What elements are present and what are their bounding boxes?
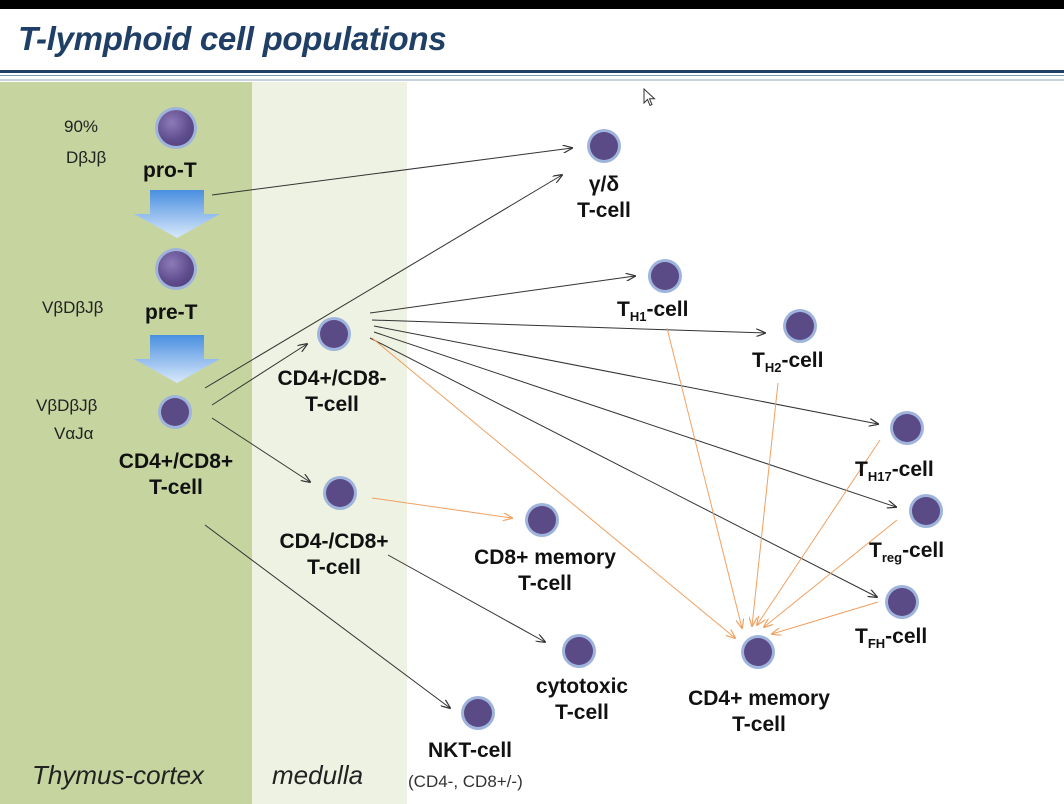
arrow-th17-to-cd4mem: [757, 439, 881, 625]
arrow-treg-to-cd4mem: [764, 519, 898, 627]
arrow-th2-to-cd4mem: [752, 382, 779, 626]
th17-label: TH17-cell: [855, 458, 934, 485]
th2-cell-icon: [786, 312, 814, 340]
cd8-memory-label: CD8+ memory T-cell: [474, 546, 616, 596]
cytotoxic-cell-icon: [565, 637, 593, 665]
arrow-cd8-to-cyto: [387, 554, 545, 642]
th17-cell-icon: [893, 414, 921, 442]
arrow-cd8-to-cd8mem: [371, 497, 512, 518]
arrow-cd4-to-treg: [373, 331, 896, 507]
arrow-th1-to-cd4mem: [666, 327, 742, 628]
arrow-cd4-to-th2: [371, 319, 765, 333]
slide-title: T-lymphoid cell populations: [18, 20, 447, 57]
treg-label: Treg-cell: [869, 539, 945, 566]
pro-t-label: pro-T: [143, 159, 197, 182]
cd8-cell-label: CD4-/CD8+ T-cell: [279, 530, 389, 580]
gamma-delta-cell-icon: [590, 132, 618, 160]
note-vdj-genes: VβDβJβ: [42, 298, 104, 317]
th1-label: TH1-cell: [617, 298, 689, 325]
medulla-label: medulla: [272, 760, 364, 790]
cd4-cell-label: CD4+/CD8- T-cell: [277, 367, 387, 417]
arrow-cd4-to-th17: [373, 325, 878, 424]
pre-t-cell-icon: [158, 251, 194, 287]
gamma-delta-label: γ/δ T-cell: [577, 173, 631, 223]
note-vj-alpha-genes: VαJα: [54, 424, 94, 443]
note-vdj-genes-dp: VβDβJβ: [36, 396, 98, 415]
note-90pct: 90%: [64, 117, 99, 136]
thymus-cortex-label: Thymus-cortex: [32, 760, 204, 790]
arrow-dp-to-gd: [204, 175, 562, 389]
cd4-memory-cell-icon: [744, 638, 772, 666]
cytotoxic-label: cytotoxic T-cell: [535, 675, 629, 725]
title-rule-thin: [0, 75, 1064, 76]
pre-t-label: pre-T: [145, 301, 198, 324]
title-rule: [0, 70, 1064, 73]
th2-label: TH2-cell: [752, 349, 824, 376]
tfh-label: TFH-cell: [855, 625, 928, 652]
progress-block-arrow-1: [134, 190, 220, 238]
thymus-cortex-zone: [0, 82, 252, 804]
mouse-cursor-icon: [643, 88, 656, 107]
arrow-tfh-to-cd4mem: [772, 601, 879, 634]
dp-cell-label: CD4+/CD8+ T-cell: [118, 450, 234, 500]
dp-cell-icon: [161, 398, 189, 426]
th1-cell-icon: [651, 262, 679, 290]
arrow-cd4-to-tfh: [369, 337, 877, 597]
arrow-dp-to-cd4: [211, 344, 307, 406]
arrow-cd4-to-cd4mem: [371, 337, 735, 638]
note-dj-genes: DβJβ: [66, 148, 107, 167]
arrow-cd4-to-th1: [369, 276, 635, 314]
nkt-label: NKT-cell: [428, 739, 513, 762]
arrow-prot-to-gd: [211, 148, 572, 196]
cd4-cell-icon: [320, 320, 348, 348]
top-black-bar: [0, 0, 1064, 9]
nkt-cell-icon: [464, 699, 492, 727]
nkt-sublabel: (CD4-, CD8+/-): [408, 772, 523, 791]
progress-block-arrow-2: [134, 335, 220, 383]
cd4-memory-label: CD4+ memory T-cell: [688, 687, 830, 737]
tfh-cell-icon: [888, 588, 916, 616]
treg-cell-icon: [912, 497, 940, 525]
cd8-cell-icon: [326, 479, 354, 507]
pro-t-cell-icon: [158, 110, 194, 146]
arrow-dp-to-nkt: [204, 524, 450, 708]
medulla-zone: [252, 82, 407, 804]
cd8-memory-cell-icon: [528, 506, 556, 534]
arrow-dp-to-cd8: [211, 417, 310, 482]
title-rule-light: [0, 79, 1064, 81]
